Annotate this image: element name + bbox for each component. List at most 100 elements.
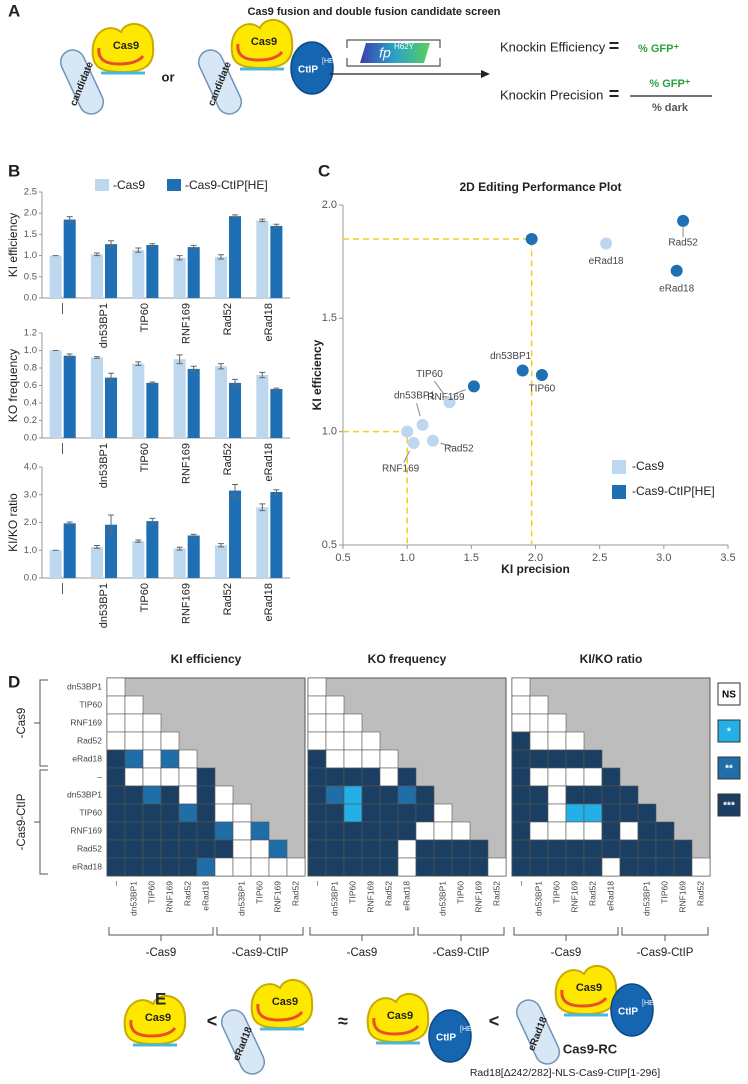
heatmap-cell xyxy=(547,857,567,877)
column-label: Rad52 xyxy=(383,881,393,906)
y-tick-label: 2.0 xyxy=(322,199,337,211)
column-label: dn53BP1 xyxy=(329,881,339,916)
heatmap-cell xyxy=(250,839,270,859)
heatmap-cell xyxy=(379,803,399,823)
column-label: TIP60 xyxy=(659,881,669,904)
heatmap-cell xyxy=(529,857,549,877)
heatmap-cell xyxy=(619,803,639,823)
panel-label: C xyxy=(318,161,330,180)
x-tick-label: RNF169 xyxy=(181,583,193,624)
bar xyxy=(132,363,145,438)
heatmap-cell xyxy=(307,785,327,805)
error-bar xyxy=(149,517,156,525)
heatmap-cell xyxy=(415,803,435,823)
column-label: TIP60 xyxy=(347,881,357,904)
heatmap-cell xyxy=(325,803,345,823)
point-label: TIP60 xyxy=(529,384,556,395)
legend-label: -Cas9-CtIP[HE] xyxy=(185,178,268,192)
heatmap-cell xyxy=(379,839,399,859)
y-tick-label: 1.2 xyxy=(24,328,37,339)
heatmap-cell xyxy=(529,695,549,715)
heatmap-cell xyxy=(214,785,234,805)
heatmap-cell xyxy=(106,749,126,769)
row-label: RNF169 xyxy=(70,717,102,727)
heatmap-cell xyxy=(565,767,585,787)
column-label: dn53BP1 xyxy=(128,881,138,916)
column-label: – xyxy=(515,881,525,886)
bar xyxy=(229,216,242,298)
significance-label: *** xyxy=(723,801,735,812)
error-bar xyxy=(93,356,100,359)
heatmap-cell xyxy=(106,767,126,787)
less-sign: < xyxy=(207,1011,218,1031)
row-label: Rad52 xyxy=(77,843,102,853)
point-label: Rad52 xyxy=(444,443,474,454)
heatmap-cell xyxy=(343,803,363,823)
heatmap-cell xyxy=(160,731,180,751)
heatmap-cell xyxy=(268,857,288,877)
column-label: Rad52 xyxy=(587,881,597,906)
heatmap-cell xyxy=(307,749,327,769)
heatmap-cell xyxy=(529,803,549,823)
point-label: RNF169 xyxy=(382,464,420,475)
heatmap-cell xyxy=(565,731,585,751)
row-label: – xyxy=(97,771,102,781)
heatmap-cell xyxy=(637,803,657,823)
heatmap-cell xyxy=(286,857,306,877)
less-sign: < xyxy=(489,1011,500,1031)
heatmap-cell xyxy=(361,731,381,751)
error-bar xyxy=(149,381,156,385)
error-bar xyxy=(232,483,239,498)
y-tick-label: 3.0 xyxy=(24,489,37,500)
y-tick-label: 0.0 xyxy=(24,573,37,584)
bar xyxy=(173,359,186,438)
leader-line xyxy=(403,450,411,463)
column-label: TIP60 xyxy=(146,881,156,904)
heatmap-cell xyxy=(565,785,585,805)
bar xyxy=(90,254,103,298)
group-bracket xyxy=(34,769,48,875)
point-label: TIP60 xyxy=(416,369,443,380)
heatmap-cell xyxy=(529,713,549,733)
y-tick-label: 0.5 xyxy=(322,539,337,551)
heatmap-cell xyxy=(250,821,270,841)
bar xyxy=(270,225,283,298)
bar xyxy=(105,244,118,298)
heatmap-cell xyxy=(511,857,531,877)
heatmap-cell xyxy=(397,767,417,787)
y-tick-label: 1.0 xyxy=(24,545,37,556)
bar xyxy=(132,250,145,298)
heatmap-cell xyxy=(529,731,549,751)
heatmap-cell xyxy=(451,839,471,859)
cas9-label: Cas9 xyxy=(251,36,277,48)
group-bracket xyxy=(216,927,304,941)
x-tick-label: 2.0 xyxy=(528,552,543,564)
y-tick-label: 0.8 xyxy=(24,363,37,374)
heatmap-cell xyxy=(637,857,657,877)
heatmap-cell xyxy=(619,839,639,859)
y-tick-label: 1.5 xyxy=(322,312,337,324)
heatmap-cell xyxy=(124,785,144,805)
heatmap-cell xyxy=(160,857,180,877)
group-bracket xyxy=(513,927,619,941)
heatmap-cell xyxy=(601,821,621,841)
heatmap-cell xyxy=(415,785,435,805)
row-label: dn53BP1 xyxy=(67,789,102,799)
heatmap-cell xyxy=(565,839,585,859)
heatmap-cell xyxy=(451,821,471,841)
heatmap-cell xyxy=(397,821,417,841)
heatmap-cell xyxy=(361,803,381,823)
column-label: Rad52 xyxy=(182,881,192,906)
x-axis-label: KI precision xyxy=(501,562,570,576)
row-label: RNF169 xyxy=(70,825,102,835)
leader-line xyxy=(452,389,466,396)
bar xyxy=(256,375,269,438)
heatmap-cell xyxy=(268,839,288,859)
row-label: dn53BP1 xyxy=(67,681,102,691)
heatmap-cell xyxy=(307,857,327,877)
x-tick-label: 3.5 xyxy=(720,552,735,564)
heatmap-cell xyxy=(142,785,162,805)
heatmap-cell xyxy=(511,749,531,769)
error-bar xyxy=(190,244,197,250)
heatmap-cell xyxy=(397,803,417,823)
